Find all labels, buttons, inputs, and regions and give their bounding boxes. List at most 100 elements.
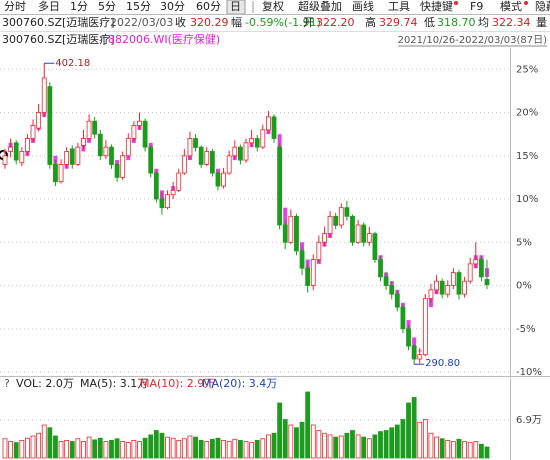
candle-body (81, 138, 86, 146)
candle-body (53, 164, 58, 183)
volume-bar (473, 441, 479, 459)
period-tab[interactable]: 分时 (4, 0, 26, 13)
candle-body (406, 328, 411, 347)
tool-button[interactable]: 画线 (352, 0, 374, 13)
candle-body (254, 138, 260, 148)
candle-body (41, 77, 47, 113)
volume-bar (58, 441, 64, 459)
volume-bar (277, 402, 283, 459)
candle-body (142, 120, 148, 148)
volume-bar (456, 438, 462, 459)
volume-bar (114, 438, 120, 459)
volume-bar (198, 439, 204, 459)
volume-bar (159, 432, 165, 459)
period-tab[interactable]: 30分 (160, 0, 185, 13)
volume-bar (260, 438, 266, 459)
y-tick-label: 5% (516, 237, 532, 248)
tool-button[interactable]: 隐藏 (535, 0, 550, 13)
tool-button[interactable]: 超级叠加 (298, 0, 342, 13)
candle-body (103, 146, 109, 157)
volume-bar (64, 439, 70, 459)
field-label: 高 (365, 15, 376, 29)
volume-bar (428, 432, 434, 459)
volume-bar (232, 438, 238, 459)
volume-bar (344, 432, 350, 459)
y-tick-label: 10% (516, 194, 538, 205)
candle-body (361, 224, 367, 243)
volume-bar (226, 441, 232, 459)
candle-body (153, 172, 159, 200)
candle-body (473, 259, 479, 265)
candle-body (462, 280, 467, 295)
candle-body (64, 151, 70, 165)
candle-body (181, 155, 187, 174)
period-tab[interactable]: 60分 (196, 0, 221, 13)
candle-body (299, 250, 305, 269)
field-value: 318.70 (437, 16, 476, 29)
volume-bar (69, 441, 75, 459)
candle-body (322, 233, 327, 243)
period-tab[interactable]: 15分 (126, 0, 151, 13)
candle-body (484, 279, 490, 286)
volume-bar (271, 432, 277, 459)
candle-body (97, 133, 103, 157)
volume-bar (148, 434, 154, 459)
period-tab[interactable]: 多日 (38, 0, 60, 13)
field-label: 量 (536, 16, 547, 29)
y-tick-label: 6.9万 (516, 415, 542, 426)
candle-body (282, 224, 288, 243)
candle-body (417, 354, 423, 360)
volume-bar (187, 435, 193, 459)
volume-bar (288, 424, 294, 459)
volume-bar (389, 427, 395, 459)
volume-bar (484, 446, 490, 459)
candle-body (86, 120, 92, 139)
tool-button[interactable]: 模式 (500, 0, 522, 13)
volume-bar (131, 439, 137, 459)
volume-bar (165, 436, 170, 459)
tool-button[interactable]: F9 (470, 0, 483, 13)
candle-body (467, 263, 473, 282)
tool-button[interactable]: 复权 (262, 0, 284, 13)
candle-body (450, 272, 456, 286)
field-value: -0.59%(-1.91) (245, 16, 321, 29)
help-icon[interactable]: ? (4, 377, 10, 390)
volume-bar (204, 441, 210, 459)
volume-bar (338, 435, 344, 459)
candle-body (30, 125, 36, 139)
volume-bar (8, 441, 14, 459)
volume-bar (394, 424, 400, 459)
period-tab[interactable]: 日 (230, 0, 241, 13)
volume-bar (30, 435, 36, 459)
candle-body (170, 189, 176, 196)
volume-bar (361, 436, 367, 459)
candle-body (294, 215, 299, 252)
candle-body (47, 86, 53, 165)
volume-bar (434, 436, 439, 459)
volume-bar (47, 427, 53, 459)
tool-button[interactable]: 快捷键 (420, 0, 453, 13)
candle-body (277, 146, 283, 226)
volume-bar (53, 435, 58, 459)
period-tab[interactable]: 1分 (70, 0, 88, 13)
candle-body (400, 306, 406, 330)
legend-entry: 882006.WI(医疗保健) (108, 32, 220, 46)
volume-bar (176, 439, 182, 459)
tool-button[interactable]: 工具 (388, 0, 410, 13)
candle-body (92, 120, 98, 135)
volume-bar (153, 430, 159, 459)
candle-body (445, 285, 451, 295)
field-value: 320.29 (190, 16, 229, 29)
volume-bar (355, 434, 361, 459)
candle-body (316, 241, 322, 260)
candle-body (187, 138, 193, 157)
field-label: 收 (175, 15, 186, 29)
candle-body (249, 138, 255, 144)
period-tab[interactable]: 5分 (98, 0, 116, 13)
candle-body (148, 146, 154, 174)
candle-body (226, 155, 232, 174)
candle-body (193, 138, 198, 148)
volume-bar (372, 434, 378, 459)
candle-body (266, 116, 271, 131)
